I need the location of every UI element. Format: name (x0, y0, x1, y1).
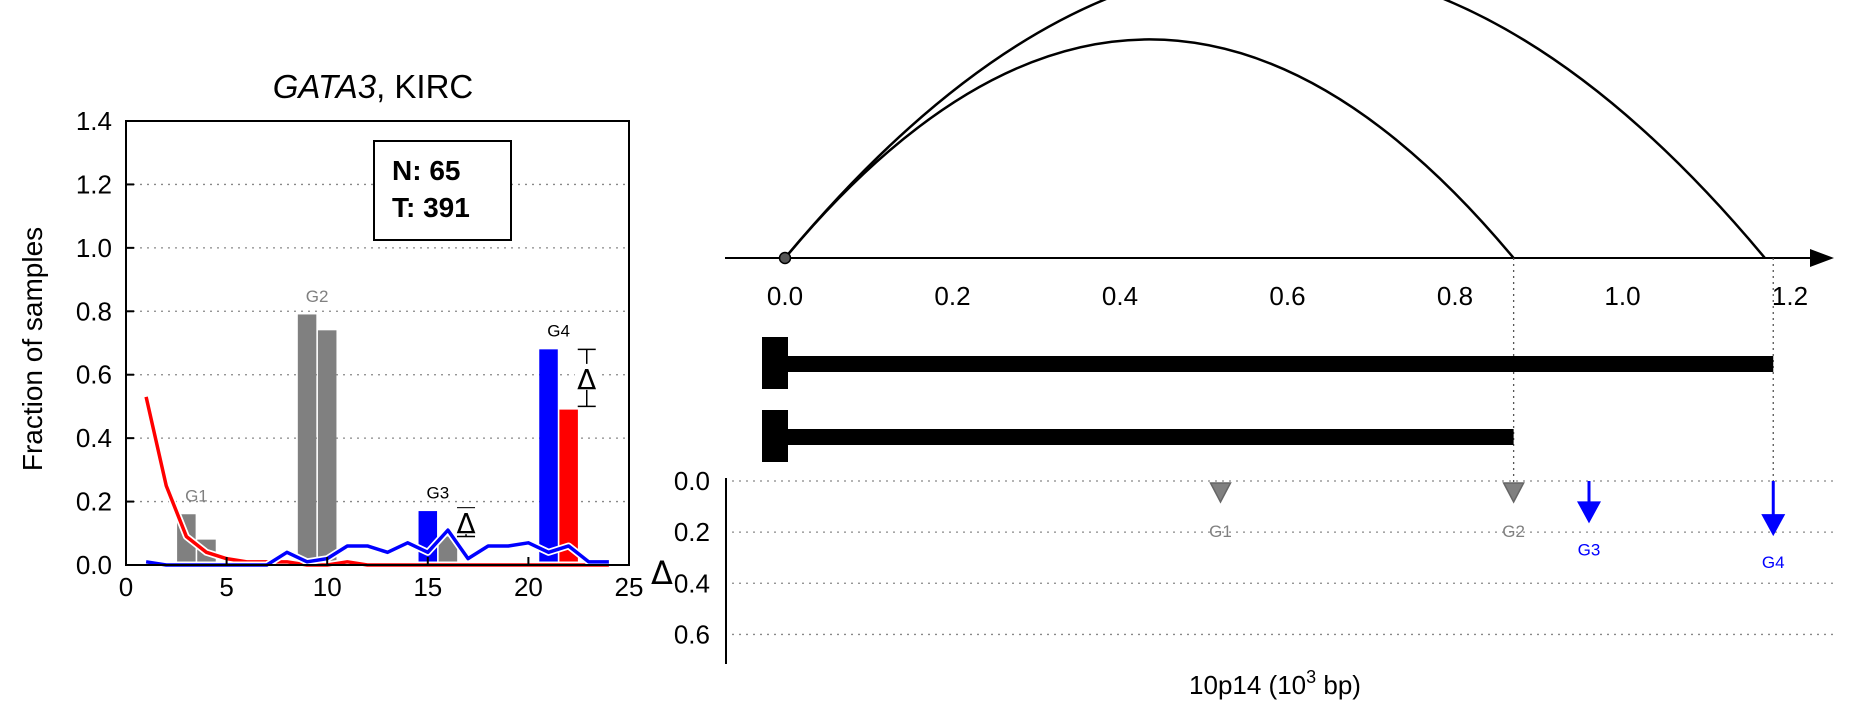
isoform-start-block (762, 410, 788, 462)
isoform-start-block (762, 337, 788, 389)
y-tick-label: 0.6 (76, 360, 112, 390)
axis-ticks: 0.0 0.2 0.4 0.6 0.8 1.0 1.2 1.4 0 5 10 15 20 25 (76, 106, 644, 602)
title-gene: GATA3 (273, 68, 377, 105)
arrow-head (1761, 514, 1786, 537)
x-tick-label: 15 (413, 572, 442, 602)
x-tick-label: 0.0 (767, 281, 803, 311)
legend-n: N: 65 (392, 155, 460, 186)
x-tick-label: 0 (119, 572, 133, 602)
x-tick-label: 0.6 (1269, 281, 1305, 311)
triangle-marker (1209, 482, 1232, 504)
bar (297, 314, 317, 565)
legend-frame (373, 140, 512, 241)
bar (539, 349, 558, 565)
y-tick-label: 0.8 (76, 296, 112, 326)
x-tick-label: 0.2 (934, 281, 970, 311)
isoform-bar (786, 429, 1514, 445)
delta-axis-label: Δ (651, 554, 673, 592)
marker-label: G1 (1209, 522, 1232, 541)
arc-origin-point (778, 251, 792, 265)
x-label-pre: 10p14 (10 (1189, 670, 1306, 700)
x-axis-label: 10p14 (103 bp) (1189, 667, 1361, 700)
x-tick-label: 1.0 (1604, 281, 1640, 311)
delta-bg (574, 363, 599, 390)
chart-title: GATA3, KIRC (273, 68, 474, 105)
arc (784, 0, 1766, 259)
y-axis-label: Fraction of samples (17, 227, 48, 471)
bar (438, 536, 458, 565)
y-tick-label: 1.4 (76, 106, 112, 136)
x-tick-label: 5 (219, 572, 233, 602)
legend-t: T: 391 (392, 192, 470, 223)
isoform-bar (786, 356, 1774, 372)
x-tick-label: 10 (313, 572, 342, 602)
marker-label: G2 (1502, 522, 1525, 541)
group-markers: G1 G2 G3 G4 (1209, 481, 1786, 572)
delta-label: Δ (577, 363, 596, 396)
bar (559, 409, 578, 565)
y-tick-label: 0.4 (76, 423, 112, 453)
y-tick-label: 0.0 (76, 550, 112, 580)
delta-bg (454, 508, 479, 535)
delta-gridlines (732, 480, 1835, 636)
y-tick-label: 0.2 (76, 487, 112, 517)
triangle-marker (1502, 482, 1525, 504)
plot-frame (125, 120, 630, 566)
delta-tick-label: 0.6 (674, 619, 710, 649)
delta-tick-label: 0.2 (674, 517, 710, 547)
delta-ticks: 0.0 0.2 0.4 0.6 (674, 466, 710, 649)
marker-label: G4 (1762, 553, 1785, 572)
bar (418, 511, 438, 565)
arc (784, 38, 1515, 259)
marker-label: G3 (1578, 540, 1601, 559)
group-label: G1 (185, 487, 208, 506)
isoform-bars (762, 337, 1774, 462)
x-label-exp: 3 (1306, 667, 1316, 687)
x-label-post: bp) (1316, 670, 1361, 700)
x-tick-label: 0.8 (1437, 281, 1473, 311)
delta-markers: ΔΔ (454, 348, 599, 540)
arrow-head (1577, 501, 1601, 524)
axis-ticks: 0.0 0.2 0.4 0.6 0.8 1.0 1.2 (767, 281, 1808, 311)
title-rest: , KIRC (376, 68, 473, 105)
y-tick-label: 1.2 (76, 169, 112, 199)
delta-tick-label: 0.0 (674, 466, 710, 496)
group-labels: G1 G2 G3 G4 (185, 287, 570, 506)
y-tick-label: 1.0 (76, 233, 112, 263)
delta-tick-label: 0.4 (674, 568, 710, 598)
legend-box: N: 65 T: 391 (373, 140, 512, 241)
left-bar-chart: GATA3, KIRC Fraction of samples G1 G2 G3 G4… (17, 68, 643, 602)
group-label: G3 (427, 483, 450, 502)
x-tick-label: 25 (615, 572, 644, 602)
x-tick-label: 1.2 (1772, 281, 1808, 311)
arcs (784, 0, 1766, 259)
group-label: G4 (547, 322, 570, 341)
delta-label: Δ (456, 507, 475, 540)
bars (177, 314, 578, 565)
dotted-guides (1512, 258, 1774, 493)
x-tick-label: 20 (514, 572, 543, 602)
right-arc-diagram: 0.0 0.2 0.4 0.6 0.8 1.0 1.2 0.00.20.40.6 Δ G1 G… (651, 0, 1835, 700)
bar (317, 330, 337, 565)
axis-arrowhead (1810, 249, 1834, 267)
group-label: G2 (306, 287, 329, 306)
x-tick-label: 0.4 (1102, 281, 1138, 311)
